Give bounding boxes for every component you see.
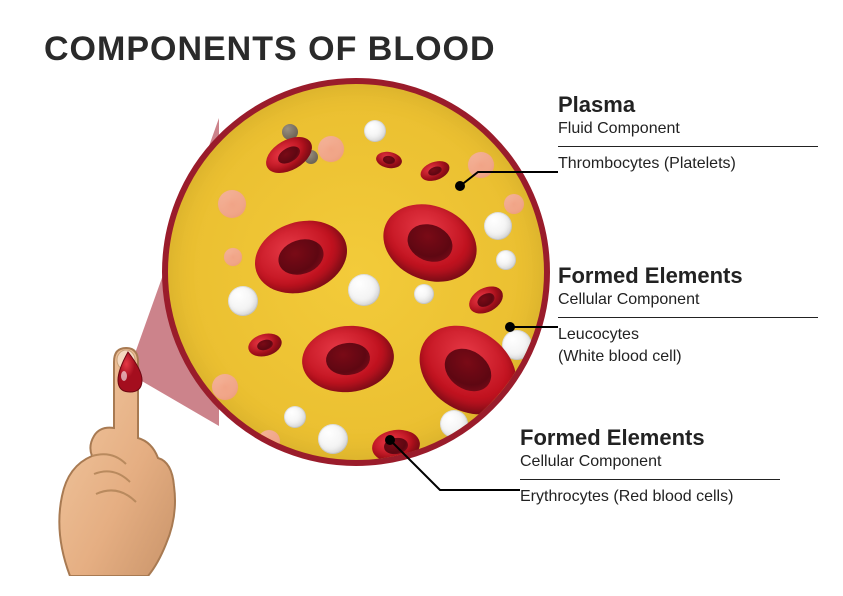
label-desc: Erythrocytes (Red blood cells) — [520, 486, 780, 508]
label-subtitle: Cellular Component — [558, 291, 818, 309]
erythrocyte-icon — [260, 130, 318, 181]
magnified-blood-circle — [162, 78, 550, 466]
label-desc: Thrombocytes (Platelets) — [558, 153, 818, 175]
label-subtitle: Cellular Component — [520, 453, 780, 471]
finger-icon — [40, 346, 190, 576]
leucocyte-icon — [440, 410, 468, 438]
label-plasma: Plasma Fluid Component Thrombocytes (Pla… — [558, 92, 818, 175]
erythrocyte-icon — [245, 209, 356, 305]
leucocyte-icon — [284, 406, 306, 428]
leucocyte-icon — [318, 424, 348, 454]
platelet-icon — [218, 190, 246, 218]
plasma-background — [162, 78, 550, 466]
label-title: Plasma — [558, 92, 818, 118]
leucocyte-icon — [348, 274, 380, 306]
label-desc: Leucocytes (White blood cell) — [558, 324, 818, 367]
platelet-icon — [468, 152, 494, 178]
label-subtitle: Fluid Component — [558, 120, 818, 138]
platelet-icon — [318, 136, 344, 162]
erythrocyte-icon — [464, 281, 507, 319]
erythrocyte-icon — [299, 321, 397, 396]
platelet-icon — [258, 430, 280, 452]
platelet-icon — [504, 194, 524, 214]
erythrocyte-icon — [370, 427, 422, 465]
leucocyte-icon — [496, 250, 516, 270]
label-divider — [558, 146, 818, 147]
platelet-icon — [224, 248, 242, 266]
label-title: Formed Elements — [520, 425, 780, 451]
label-leucocytes: Formed Elements Cellular Component Leuco… — [558, 263, 818, 367]
label-divider — [558, 317, 818, 318]
leucocyte-icon — [228, 286, 258, 316]
platelet-icon — [212, 374, 238, 400]
leucocyte-icon — [484, 212, 512, 240]
erythrocyte-icon — [418, 157, 452, 184]
leucocyte-icon — [364, 120, 386, 142]
label-divider — [520, 479, 780, 480]
label-title: Formed Elements — [558, 263, 818, 289]
label-erythrocytes: Formed Elements Cellular Component Eryth… — [520, 425, 780, 508]
erythrocyte-icon — [402, 307, 533, 432]
erythrocyte-icon — [372, 191, 489, 296]
leucocyte-icon — [414, 284, 434, 304]
erythrocyte-icon — [246, 330, 285, 360]
page-title: COMPONENTS OF BLOOD — [44, 30, 496, 69]
erythrocyte-icon — [375, 150, 403, 170]
